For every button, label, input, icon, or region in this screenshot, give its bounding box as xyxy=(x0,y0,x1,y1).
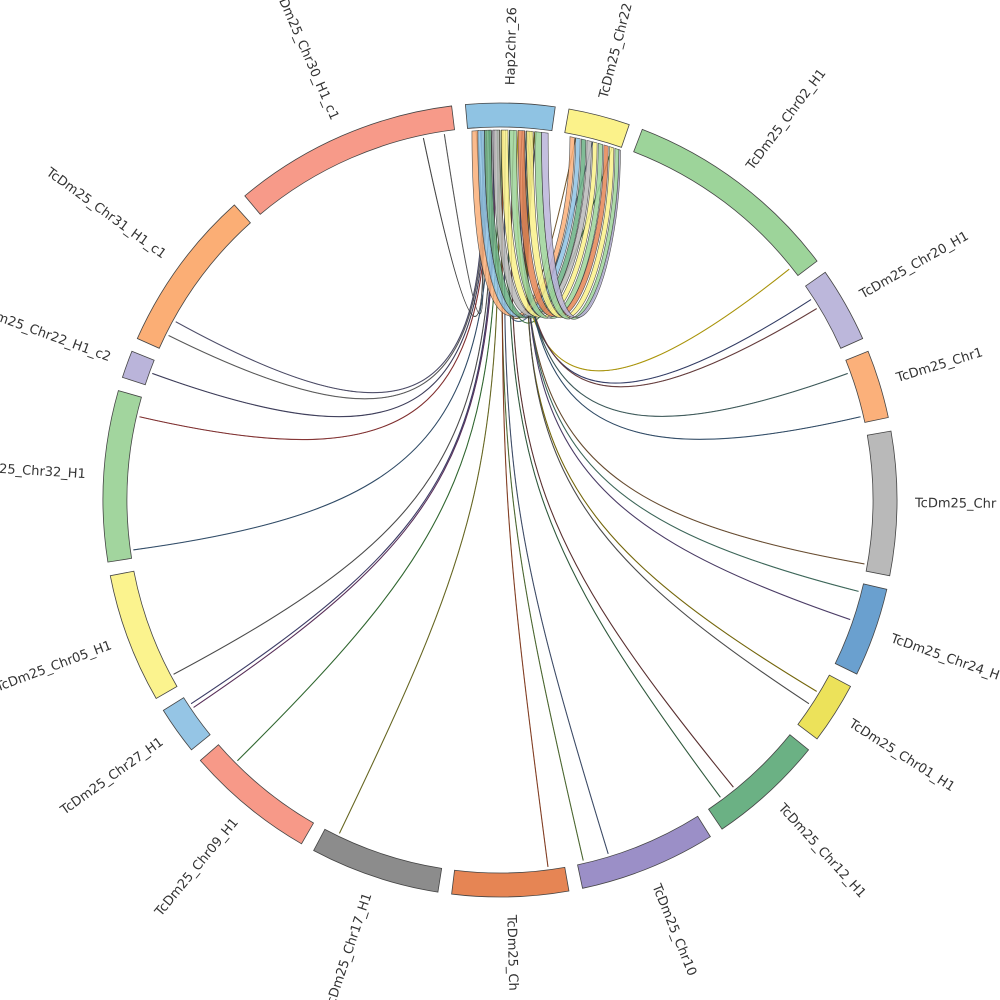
segments-layer xyxy=(102,102,898,898)
segment-label-chr12: TcDm25_Chr12_H1 xyxy=(774,800,868,901)
segment-label-chr22b: TcDm25_Chr22 xyxy=(596,2,635,101)
segment-label-chr05: TcDm25_Chr05_H1 xyxy=(0,638,114,695)
bundle-layer xyxy=(471,129,621,320)
segment-chr31 xyxy=(136,204,251,349)
link-23 xyxy=(173,130,493,675)
segment-label-chr1x: TcDm25_Chr1 xyxy=(894,345,985,386)
link-19 xyxy=(338,129,501,834)
bundle-ribbon-6 xyxy=(517,130,609,317)
segment-label-chr27: TcDm25_Chr27_H1 xyxy=(57,735,166,819)
segment-label-chr01: TcDm25_Chr01_H1 xyxy=(845,716,957,795)
segment-label-chr20: TcDm25_Chr20_H1 xyxy=(857,229,972,303)
segment-label-chrorange: TcDm25_Ch xyxy=(503,914,520,991)
segment-chr22b xyxy=(564,108,630,148)
segment-label-chr02: TcDm25_Chr02_H1 xyxy=(743,66,829,174)
segment-label-chr22: TcDm25_Chr22_H1_c2 xyxy=(0,301,113,365)
segment-chr1x xyxy=(845,350,889,423)
link-28 xyxy=(175,130,484,394)
link-24 xyxy=(133,130,491,551)
segment-chr17 xyxy=(313,828,443,893)
segment-chrgray xyxy=(865,430,898,577)
bundle-ribbon-3 xyxy=(492,129,592,317)
segment-label-chr24: TcDm25_Chr24_H xyxy=(888,631,1000,684)
segment-chr27 xyxy=(162,697,211,751)
segment-label-chr17: TcDm25_Chr17_H1 xyxy=(322,891,375,1000)
bundle-ribbon-2 xyxy=(484,129,587,319)
segment-label-chr32: TcDm25_Chr32_H1 xyxy=(0,460,86,483)
segment-label-hap2: Hap2chr_26 xyxy=(503,7,520,85)
segment-chr32 xyxy=(102,390,142,563)
bundle-ribbon-5 xyxy=(509,129,604,319)
link-5 xyxy=(519,130,812,384)
segment-chr20 xyxy=(804,271,864,349)
segment-chr01 xyxy=(797,674,852,740)
link-27 xyxy=(168,130,485,400)
segment-label-chrgray: TcDm25_Chr xyxy=(914,496,997,512)
segment-hap2 xyxy=(464,102,556,132)
segment-chr30 xyxy=(244,105,455,215)
segment-chr10 xyxy=(577,815,711,889)
segment-chr09 xyxy=(199,744,315,845)
bundle-ribbon-4 xyxy=(500,129,598,318)
segment-chrorange xyxy=(451,866,570,898)
segment-chr22 xyxy=(121,350,155,386)
segment-chr02 xyxy=(633,128,818,277)
segment-label-chr31: TcDm25_Chr31_H1_c1 xyxy=(42,165,168,263)
segment-chr12 xyxy=(708,734,810,830)
bundle-ribbon-9 xyxy=(541,131,621,318)
segment-label-chr30: TcDm25_Chr30_H1_c1 xyxy=(270,0,342,122)
segment-label-chr09: TcDm25_Chr09_H1 xyxy=(152,815,242,920)
bundle-ribbon-7 xyxy=(526,130,615,319)
segment-label-chr10: TcDm25_Chr10 xyxy=(648,881,699,978)
segment-chr24 xyxy=(834,583,888,675)
link-15 xyxy=(507,130,721,798)
segment-chr05 xyxy=(109,570,178,700)
